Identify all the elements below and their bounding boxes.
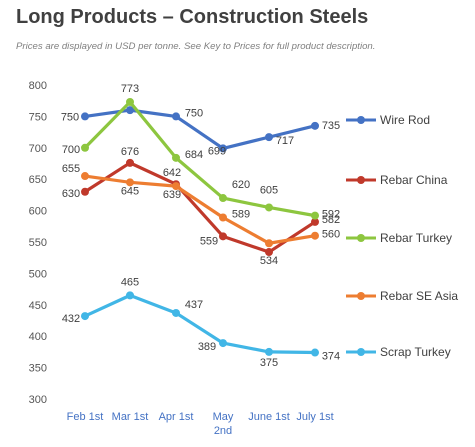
y-tick-label: 550 (29, 237, 47, 249)
data-labels: 750 750 699 717 735 630 676 642 559 534 582 700 773 6… (61, 83, 340, 369)
data-point (311, 217, 319, 226)
legend-marker (357, 292, 365, 300)
legend: Wire Rod Rebar China Rebar Turkey Rebar SE … (346, 113, 458, 359)
data-point (219, 339, 227, 348)
data-point (172, 112, 180, 121)
series-line (83, 100, 317, 218)
x-tick-label: May 2nd (213, 411, 234, 437)
x-axis: Feb 1st Mar 1st Apr 1st May 2nd June 1st July … (67, 411, 334, 437)
data-label: 699 (208, 145, 226, 157)
data-point (172, 182, 180, 191)
data-label: 639 (163, 189, 181, 201)
legend-marker (357, 116, 365, 124)
data-point (265, 133, 273, 142)
data-point (265, 347, 273, 356)
series-line (83, 293, 317, 355)
data-point (126, 106, 134, 115)
data-point (126, 158, 134, 167)
data-label: 750 (185, 107, 203, 119)
data-label: 655 (62, 163, 80, 175)
data-point (81, 187, 89, 196)
legend-marker (357, 176, 365, 184)
data-label: 389 (198, 341, 216, 353)
data-label: 559 (200, 235, 218, 247)
data-point (311, 121, 319, 130)
y-tick-label: 800 (29, 80, 47, 92)
y-tick-label: 400 (29, 331, 47, 343)
data-label: 684 (185, 149, 203, 161)
data-point (81, 112, 89, 121)
data-point (126, 178, 134, 187)
legend-label: Wire Rod (380, 113, 430, 127)
data-label: 432 (62, 313, 80, 325)
x-tick-label: July 1st (296, 411, 333, 423)
data-label: 375 (260, 357, 278, 369)
series-line (83, 174, 317, 245)
data-label: 374 (322, 351, 340, 363)
data-point (265, 248, 273, 257)
y-tick-label: 750 (29, 111, 47, 123)
data-label: 676 (121, 146, 139, 158)
data-label: 605 (260, 184, 278, 196)
y-axis: 800 750 700 650 600 550 500 450 400 350 300 (29, 80, 47, 406)
x-tick-label: Apr 1st (159, 411, 194, 423)
data-point (219, 194, 227, 203)
data-point (311, 348, 319, 357)
data-label: 437 (185, 299, 203, 311)
data-label: 630 (62, 188, 80, 200)
data-point (81, 143, 89, 152)
y-tick-label: 650 (29, 174, 47, 186)
legend-marker (357, 234, 365, 242)
data-label: 534 (260, 255, 278, 267)
data-label: 582 (322, 214, 340, 226)
x-tick-label: Feb 1st (67, 411, 104, 423)
data-label: 735 (322, 120, 340, 132)
data-label: 717 (276, 135, 294, 147)
data-point (311, 231, 319, 240)
y-tick-label: 600 (29, 206, 47, 218)
legend-label: Scrap Turkey (380, 345, 451, 359)
y-tick-label: 450 (29, 300, 47, 312)
data-label: 642 (163, 167, 181, 179)
legend-label: Rebar Turkey (380, 231, 452, 245)
chart-title: Long Products – Construction Steels (16, 6, 369, 28)
y-tick-label: 350 (29, 363, 47, 375)
data-label: 620 (232, 179, 250, 191)
y-tick-label: 300 (29, 394, 47, 406)
data-point (126, 291, 134, 300)
legend-label: Rebar SE Asia (380, 289, 458, 303)
data-label: 773 (121, 83, 139, 95)
y-tick-label: 700 (29, 143, 47, 155)
x-tick-label: June 1st (248, 411, 290, 423)
data-label: 700 (62, 144, 80, 156)
series-line (83, 161, 317, 254)
data-point (265, 239, 273, 248)
data-point (126, 97, 134, 106)
data-point (81, 312, 89, 321)
data-label: 589 (232, 209, 250, 221)
data-label: 750 (61, 111, 79, 123)
x-tick-label: Mar 1st (112, 411, 149, 423)
data-label: 465 (121, 276, 139, 288)
data-point (219, 144, 227, 153)
data-label: 560 (322, 229, 340, 241)
data-point (265, 203, 273, 212)
data-label: 645 (121, 185, 139, 197)
y-tick-label: 500 (29, 268, 47, 280)
data-label: 592 (322, 209, 340, 221)
data-point (219, 213, 227, 222)
data-point (311, 211, 319, 220)
legend-marker (357, 348, 365, 356)
chart-subtitle: Prices are displayed in USD per tonne. S… (16, 41, 376, 52)
legend-label: Rebar China (380, 173, 448, 187)
data-point (219, 232, 227, 241)
data-point (172, 153, 180, 162)
series-lines (81, 97, 319, 357)
data-point (81, 172, 89, 181)
data-point (172, 308, 180, 317)
